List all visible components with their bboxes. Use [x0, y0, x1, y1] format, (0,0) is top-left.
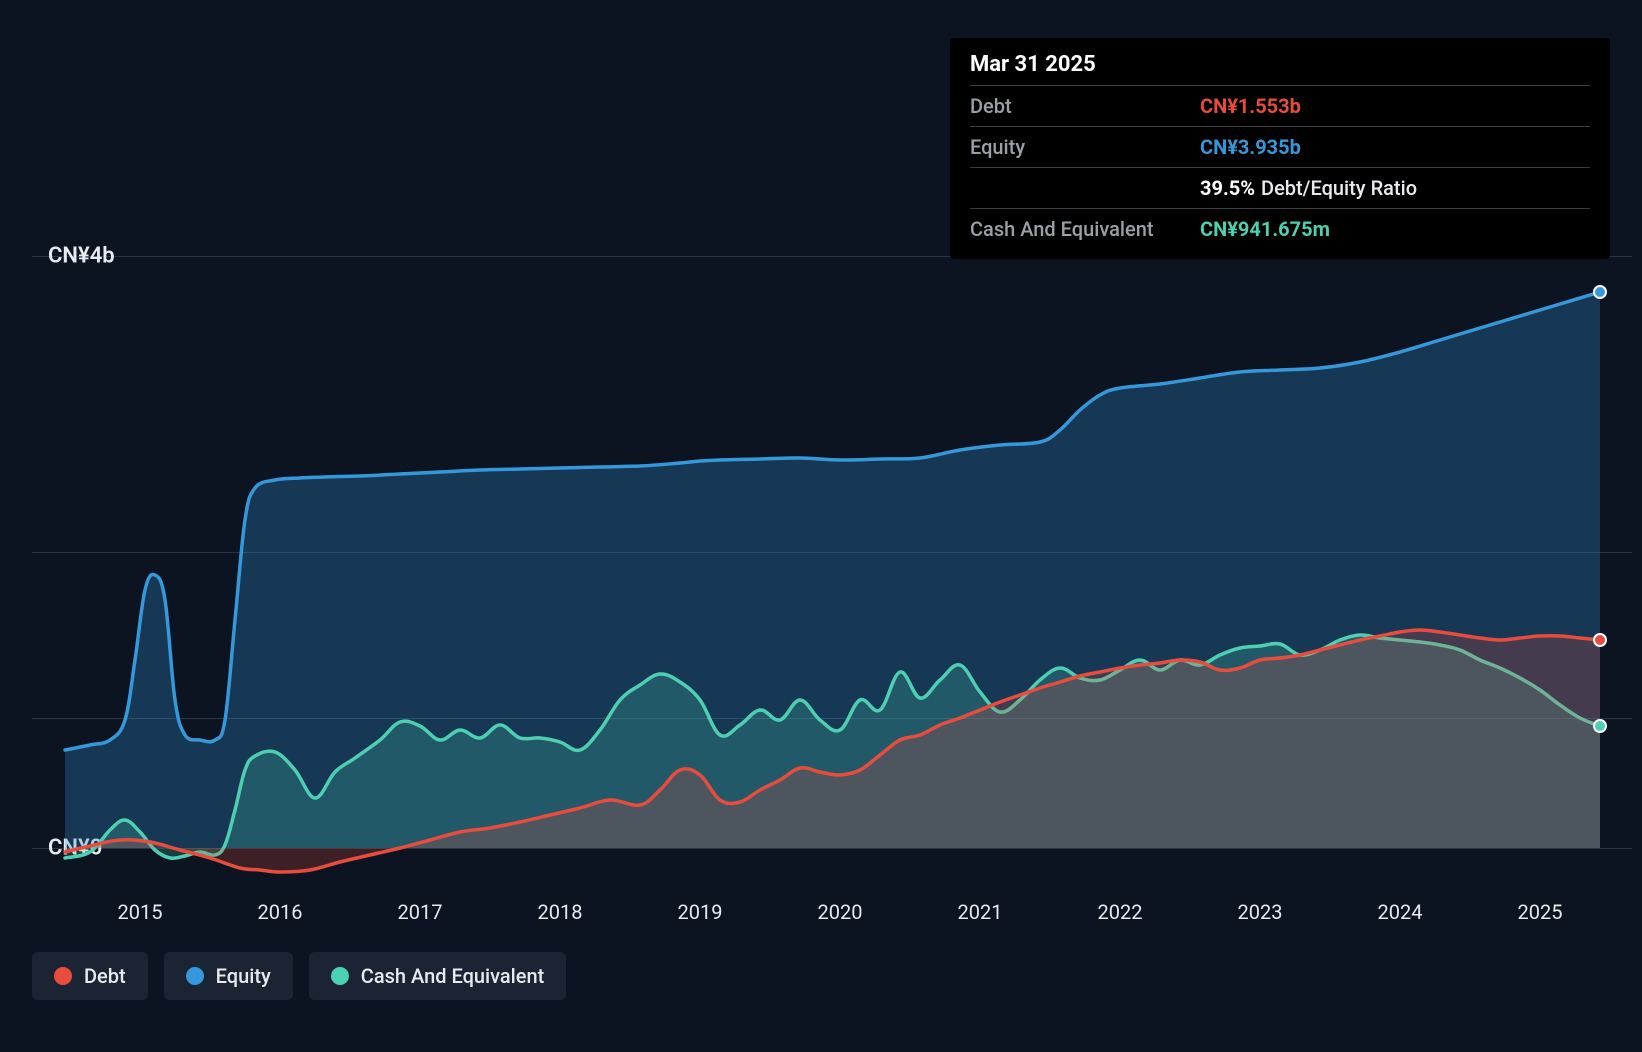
- tooltip-row-label: Cash And Equivalent: [970, 215, 1200, 243]
- x-axis-label: 2015: [118, 900, 163, 924]
- x-axis-label: 2019: [678, 900, 723, 924]
- legend-dot-icon: [54, 967, 72, 985]
- legend-dot-icon: [331, 967, 349, 985]
- end-marker-cash: [1593, 719, 1607, 733]
- x-axis-label: 2018: [538, 900, 583, 924]
- tooltip-row-suffix: Debt/Equity Ratio: [1261, 176, 1417, 200]
- x-axis-label: 2025: [1518, 900, 1563, 924]
- x-axis-label: 2021: [958, 900, 1003, 924]
- tooltip-row-value: CN¥3.935b: [1200, 133, 1301, 161]
- x-axis-label: 2016: [258, 900, 303, 924]
- legend-item-debt[interactable]: Debt: [32, 952, 148, 1000]
- tooltip-row: DebtCN¥1.553b: [970, 85, 1590, 126]
- chart-tooltip: Mar 31 2025 DebtCN¥1.553bEquityCN¥3.935b…: [950, 38, 1610, 259]
- tooltip-row-label: [970, 174, 1200, 202]
- tooltip-row: Cash And EquivalentCN¥941.675m: [970, 208, 1590, 249]
- chart-legend: Debt Equity Cash And Equivalent: [32, 952, 566, 1000]
- tooltip-row-value: CN¥941.675m: [1200, 215, 1330, 243]
- tooltip-row-value: 39.5%Debt/Equity Ratio: [1200, 174, 1417, 202]
- legend-item-label: Cash And Equivalent: [361, 964, 545, 988]
- legend-item-label: Equity: [216, 964, 271, 988]
- x-axis-label: 2024: [1378, 900, 1423, 924]
- legend-dot-icon: [186, 967, 204, 985]
- x-axis-label: 2022: [1098, 900, 1143, 924]
- financial-chart: CN¥0CN¥4b 201520162017201820192020202120…: [0, 0, 1642, 1052]
- tooltip-row-label: Equity: [970, 133, 1200, 161]
- x-axis-label: 2020: [818, 900, 863, 924]
- x-axis-label: 2017: [398, 900, 443, 924]
- end-marker-equity: [1593, 285, 1607, 299]
- tooltip-date: Mar 31 2025: [970, 52, 1590, 77]
- legend-item-label: Debt: [84, 964, 126, 988]
- tooltip-row-label: Debt: [970, 92, 1200, 120]
- legend-item-cash-and-equivalent[interactable]: Cash And Equivalent: [309, 952, 567, 1000]
- legend-item-equity[interactable]: Equity: [164, 952, 293, 1000]
- end-marker-debt: [1593, 633, 1607, 647]
- tooltip-row-value: CN¥1.553b: [1200, 92, 1301, 120]
- tooltip-row: EquityCN¥3.935b: [970, 126, 1590, 167]
- tooltip-row: 39.5%Debt/Equity Ratio: [970, 167, 1590, 208]
- x-axis-label: 2023: [1238, 900, 1283, 924]
